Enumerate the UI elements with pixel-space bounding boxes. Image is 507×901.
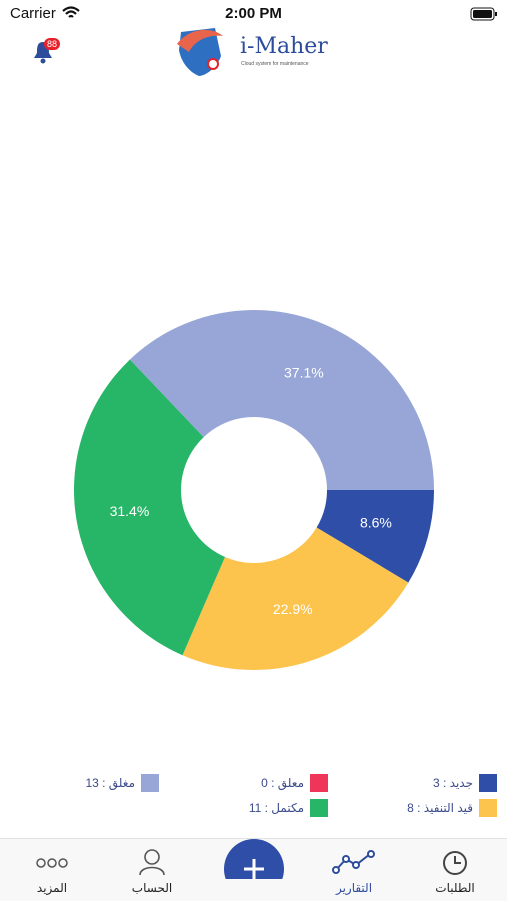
more-icon[interactable] <box>36 858 68 868</box>
requests-icon[interactable] <box>443 851 467 875</box>
legend-swatch <box>310 774 328 792</box>
battery-icon <box>470 7 497 21</box>
pie-slice <box>316 490 434 583</box>
add-button[interactable] <box>224 839 284 879</box>
slice-label: 31.4% <box>110 503 150 519</box>
status-bar: Carrier 2:00 PM <box>0 0 507 28</box>
legend-label: مغلق : 13 <box>85 776 135 790</box>
legend-swatch <box>479 774 497 792</box>
legend-label: معلق : 0 <box>261 776 304 790</box>
legend-item: جديد : 3 <box>433 774 497 792</box>
tab-bar: الطلبات التقارير الحساب المزيد <box>0 838 507 901</box>
tab-label[interactable]: المزيد <box>36 881 68 895</box>
pie-slice <box>129 310 434 490</box>
wifi-icon <box>62 6 80 18</box>
slice-label: 8.6% <box>360 514 392 530</box>
legend-item: مكتمل : 11 <box>249 799 328 817</box>
carrier: Carrier <box>10 5 56 22</box>
account-icon[interactable] <box>139 849 165 876</box>
tab-icons <box>36 839 467 879</box>
brand-name: i-Maher <box>240 34 328 59</box>
logo-icon <box>177 28 223 76</box>
legend-item: مغلق : 13 <box>85 774 159 792</box>
legend-label: مكتمل : 11 <box>248 801 304 815</box>
donut-chart: 8.6% 22.9% 31.4% 37.1% <box>73 310 434 671</box>
legend-item: قيد التنفيذ : 8 <box>407 799 497 817</box>
slice-label: 37.1% <box>284 364 324 380</box>
legend-swatch <box>141 774 159 792</box>
tab-label[interactable]: الحساب <box>131 881 173 895</box>
pie-slice <box>73 359 226 656</box>
tab-label[interactable]: الطلبات <box>435 881 475 895</box>
brand-tagline: Cloud system for maintenance <box>241 61 309 67</box>
tab-label[interactable]: التقارير <box>335 881 373 895</box>
clock: 2:00 PM <box>225 5 282 22</box>
slice-label: 22.9% <box>273 601 313 617</box>
legend-item: معلق : 0 <box>261 774 328 792</box>
legend-swatch <box>479 799 497 817</box>
legend-label: جديد : 3 <box>432 776 473 790</box>
legend-label: قيد التنفيذ : 8 <box>407 801 473 815</box>
notification-badge: 88 <box>44 38 61 50</box>
legend-swatch <box>310 799 328 817</box>
reports-icon[interactable] <box>332 850 375 874</box>
pie-slice <box>182 527 409 671</box>
